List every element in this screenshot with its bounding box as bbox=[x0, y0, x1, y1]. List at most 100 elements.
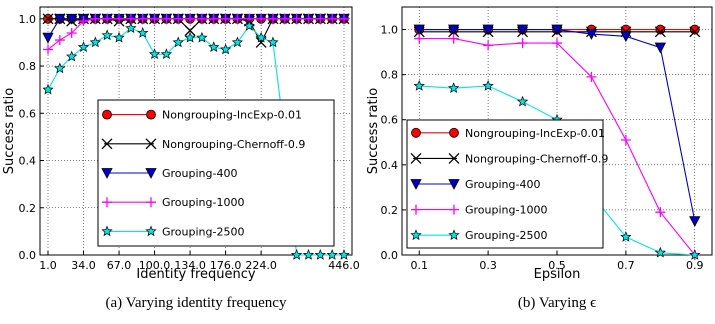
legend-item: Nongrouping-Chernoff-0.9 bbox=[410, 152, 608, 165]
data-point bbox=[267, 13, 278, 24]
data-point bbox=[149, 13, 160, 24]
legend-label: Nongrouping-Chernoff-0.9 bbox=[465, 152, 608, 165]
data-point bbox=[54, 13, 66, 25]
data-point bbox=[137, 27, 149, 38]
data-point bbox=[125, 22, 137, 34]
x-tick-label: 100.0 bbox=[139, 259, 171, 272]
legend-item: Grouping-1000 bbox=[102, 196, 244, 209]
x-tick-label: 67.0 bbox=[107, 259, 132, 272]
y-tick-label: 0.2 bbox=[19, 202, 37, 215]
series-line bbox=[47, 18, 344, 50]
data-point bbox=[303, 13, 314, 24]
data-point bbox=[620, 31, 632, 43]
data-point bbox=[414, 33, 425, 44]
data-point bbox=[102, 13, 113, 24]
data-point bbox=[413, 24, 425, 36]
chart-a-x-axis-label: Identity frequency bbox=[136, 267, 255, 282]
data-point bbox=[339, 13, 349, 24]
y-tick-label: 0.8 bbox=[19, 60, 37, 73]
x-tick-label: 0.3 bbox=[479, 259, 497, 272]
chart-b-y-ticks: 0.0 0.2 0.4 0.6 0.8 1.0 bbox=[381, 24, 406, 262]
data-point bbox=[586, 71, 597, 82]
y-tick-label: 0.6 bbox=[19, 107, 37, 120]
chart-a: 0.0 0.2 0.4 0.6 0.8 1.0 1.0 34.0 67.0 100.0 134.0… bbox=[2, 6, 360, 311]
legend-marker bbox=[101, 225, 113, 237]
legend-item: Grouping-400 bbox=[410, 178, 540, 191]
data-point bbox=[101, 29, 113, 41]
legend-label: Nongrouping-IncExp-0.01 bbox=[162, 109, 302, 122]
legend-label: Grouping-1000 bbox=[162, 196, 244, 209]
y-tick-label: 1.0 bbox=[381, 24, 399, 37]
legend-marker bbox=[101, 138, 113, 150]
legend-item: Grouping-1000 bbox=[411, 204, 547, 217]
x-tick-label: 134.0 bbox=[174, 259, 206, 272]
data-point bbox=[77, 41, 90, 52]
legend-marker bbox=[411, 204, 421, 215]
legend-item: Grouping-400 bbox=[101, 167, 237, 180]
data-point bbox=[516, 24, 529, 36]
x-tick-label: 0.5 bbox=[548, 259, 566, 272]
data-point bbox=[43, 44, 53, 55]
data-point bbox=[42, 83, 54, 95]
legend-label: Nongrouping-IncExp-0.01 bbox=[465, 127, 605, 140]
y-tick-label: 0.8 bbox=[381, 69, 399, 82]
legend-marker bbox=[102, 197, 112, 208]
legend-item: Nongrouping-IncExp-0.01 bbox=[102, 109, 302, 122]
data-point bbox=[326, 249, 338, 260]
data-point bbox=[483, 40, 494, 51]
legend-marker bbox=[146, 197, 156, 208]
data-point bbox=[232, 13, 243, 24]
data-point bbox=[267, 36, 279, 48]
data-point bbox=[185, 13, 196, 24]
chart-b-legend: Nongrouping-IncExp-0.01 Nongrouping-Chern… bbox=[406, 119, 608, 249]
legend-label: Grouping-400 bbox=[465, 178, 540, 191]
x-tick-label: 446.0 bbox=[328, 259, 360, 272]
data-point bbox=[184, 31, 196, 43]
legend-label: Grouping-2500 bbox=[465, 229, 547, 242]
data-point bbox=[208, 13, 219, 24]
data-point bbox=[113, 31, 125, 43]
legend-label: Grouping-400 bbox=[162, 167, 237, 180]
chart-a-x-ticks: 1.0 34.0 67.0 100.0 134.0 176.0 224.0 446.0 bbox=[39, 251, 360, 272]
data-point bbox=[279, 13, 290, 24]
legend-label: Grouping-1000 bbox=[465, 204, 547, 217]
y-tick-label: 0.6 bbox=[381, 114, 399, 127]
data-point bbox=[54, 62, 66, 74]
legend-marker bbox=[145, 225, 157, 237]
legend-label: Grouping-2500 bbox=[162, 225, 244, 238]
chart-a-caption: (a) Varying identity frequency bbox=[106, 295, 287, 311]
data-point bbox=[654, 26, 666, 38]
data-point bbox=[208, 41, 220, 52]
data-point bbox=[290, 249, 303, 260]
series-grouping-1000 bbox=[43, 13, 349, 55]
legend-marker bbox=[101, 168, 113, 179]
data-point bbox=[585, 29, 598, 40]
legend-marker bbox=[102, 109, 112, 120]
data-point bbox=[137, 13, 148, 24]
chart-a-legend: Nongrouping-IncExp-0.01 Nongrouping-Chern… bbox=[97, 99, 335, 247]
data-point bbox=[184, 25, 196, 37]
data-point bbox=[689, 26, 701, 38]
data-point bbox=[196, 31, 208, 43]
data-point bbox=[231, 36, 244, 48]
data-point bbox=[256, 13, 267, 24]
chart-b-caption: (b) Varying ϵ bbox=[518, 295, 596, 311]
data-point bbox=[654, 246, 666, 258]
y-tick-label: 0.0 bbox=[381, 249, 399, 262]
series-grouping-400 bbox=[413, 24, 701, 228]
x-tick-label: 34.0 bbox=[71, 259, 96, 272]
legend-marker bbox=[410, 179, 422, 190]
data-point bbox=[78, 16, 89, 27]
legend-marker bbox=[410, 229, 422, 241]
x-tick-label: 0.9 bbox=[686, 259, 704, 272]
y-tick-label: 0.4 bbox=[19, 155, 37, 168]
data-point bbox=[114, 13, 125, 24]
data-point bbox=[655, 207, 666, 218]
x-tick-label: 0.7 bbox=[617, 259, 635, 272]
data-point bbox=[196, 13, 207, 24]
data-point bbox=[220, 13, 231, 24]
data-point bbox=[172, 36, 184, 48]
legend-marker bbox=[411, 127, 421, 138]
data-point bbox=[689, 216, 701, 228]
